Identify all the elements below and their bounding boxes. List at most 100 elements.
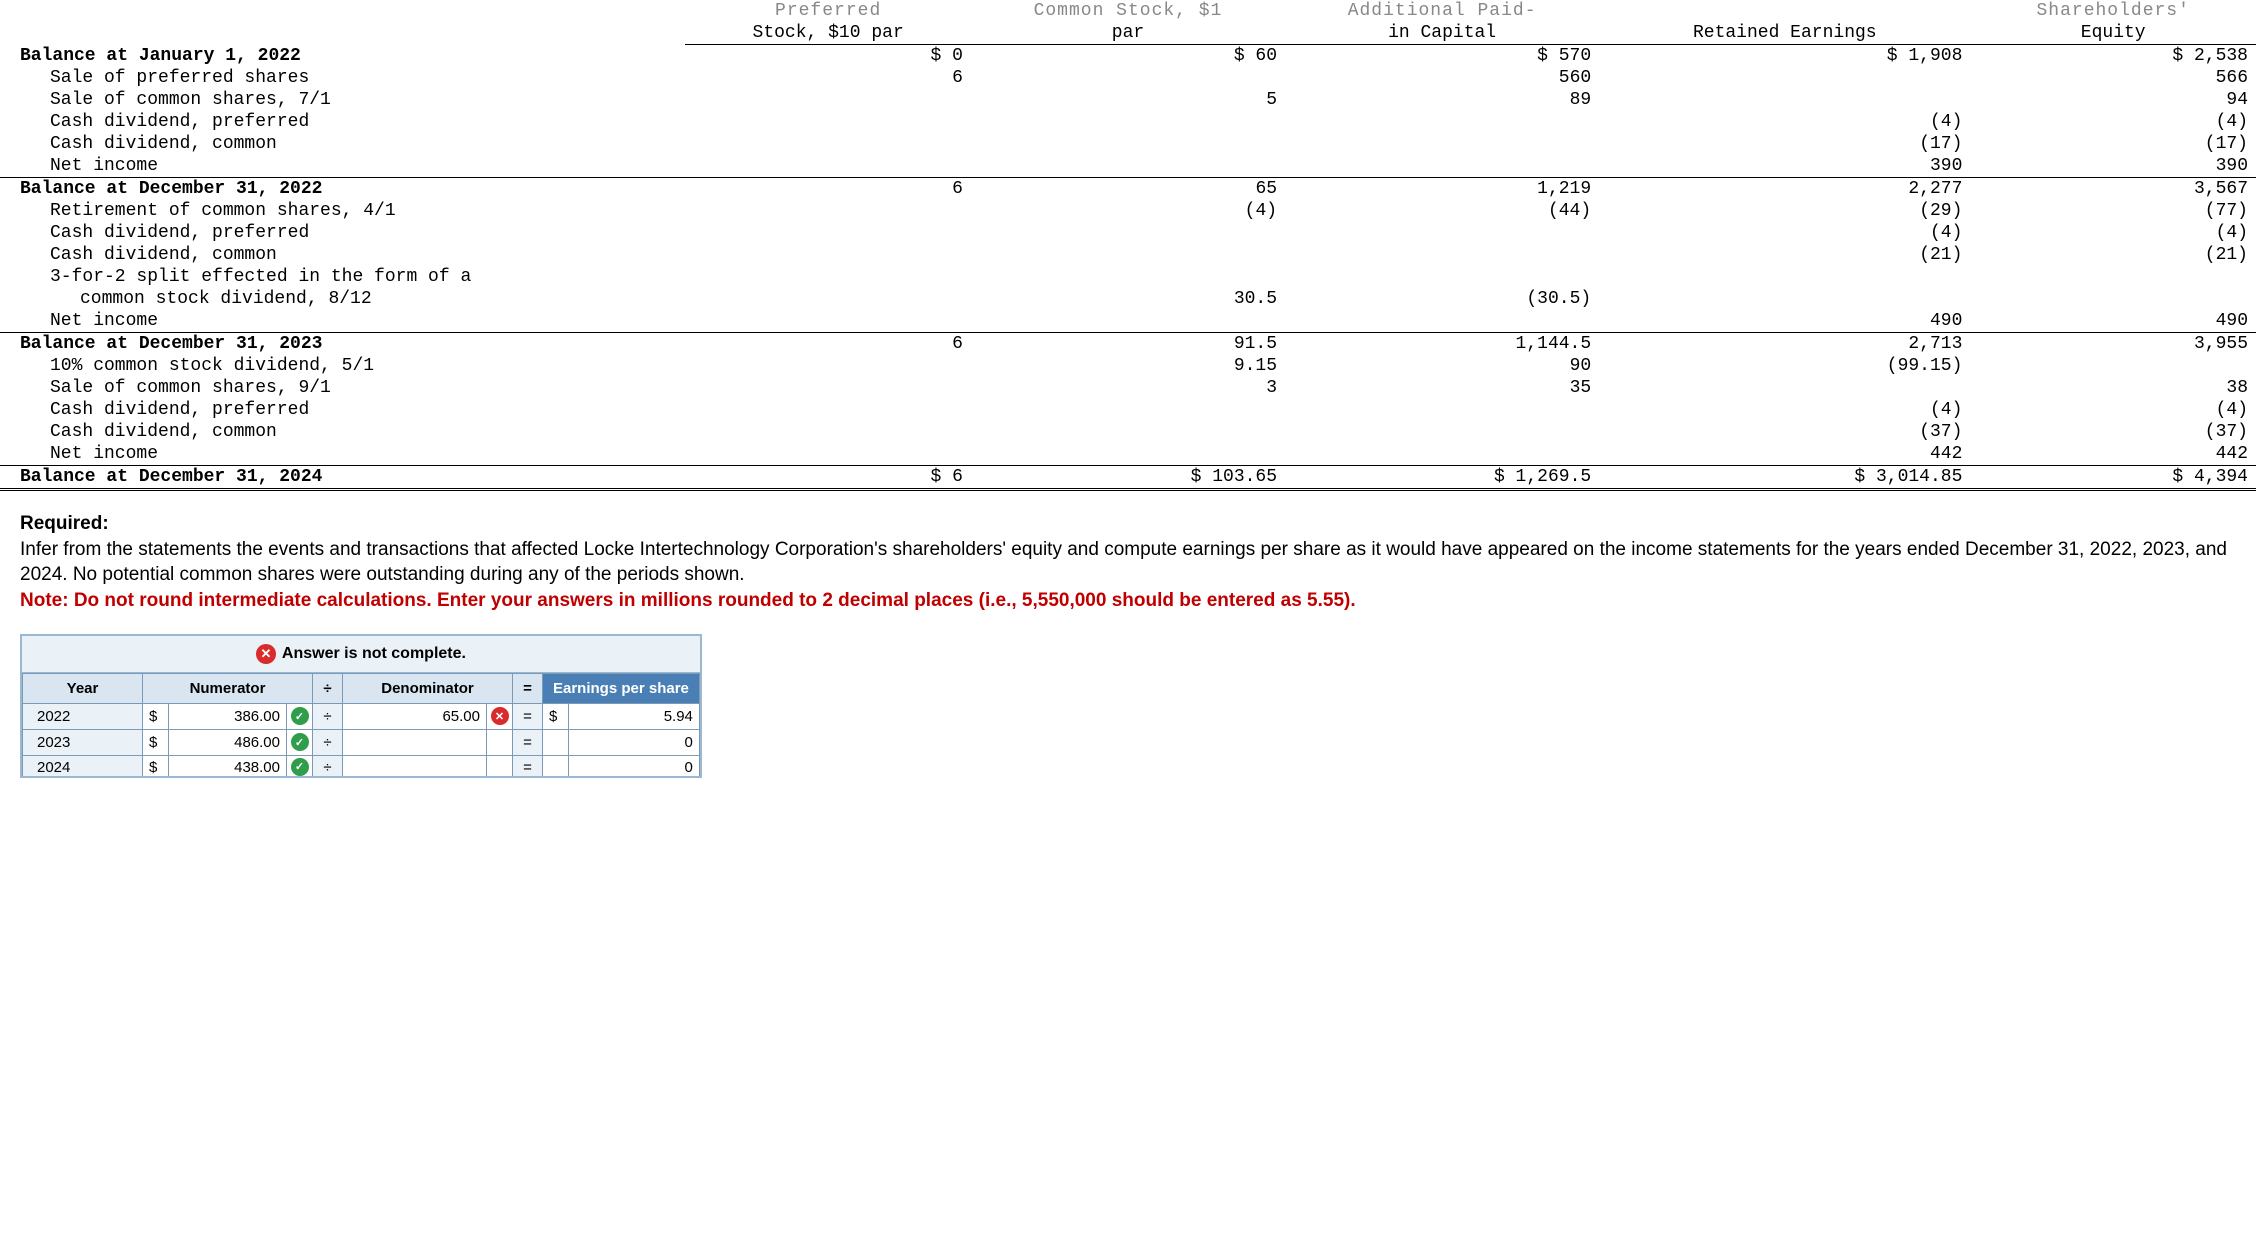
divide-op: ÷	[313, 729, 343, 755]
num-status: ✓	[287, 729, 313, 755]
cell-common: 65	[971, 178, 1285, 201]
cell-re	[1599, 266, 1970, 288]
cell-equity: (21)	[1970, 244, 2256, 266]
cutoff-3: Additional Paid-	[1285, 0, 1599, 22]
year-cell: 2022	[23, 703, 143, 729]
cell-apic	[1285, 421, 1599, 443]
x-icon: ✕	[491, 707, 509, 725]
col-common-par: par	[971, 22, 1285, 45]
cell-preferred	[685, 355, 971, 377]
cell-apic: 1,219	[1285, 178, 1599, 201]
cell-re: (99.15)	[1599, 355, 1970, 377]
row-desc: Balance at January 1, 2022	[0, 45, 685, 68]
cell-preferred	[685, 155, 971, 178]
cell-re: 2,713	[1599, 333, 1970, 356]
cell-common: 91.5	[971, 333, 1285, 356]
row-desc: Cash dividend, common	[0, 244, 685, 266]
cell-common	[971, 310, 1285, 333]
eps-table: Year Numerator ÷ Denominator = Earnings …	[22, 673, 700, 776]
num-status: ✓	[287, 755, 313, 776]
row-desc: Sale of preferred shares	[0, 67, 685, 89]
equity-row: Cash dividend, preferred(4)(4)	[0, 111, 2256, 133]
equity-row: Balance at December 31, 20226651,2192,27…	[0, 178, 2256, 201]
row-desc: 10% common stock dividend, 5/1	[0, 355, 685, 377]
cell-common	[971, 244, 1285, 266]
required-section: Required: Infer from the statements the …	[0, 491, 2256, 624]
equity-row: Balance at December 31, 2024$ 6$ 103.65$…	[0, 466, 2256, 490]
th-div: ÷	[313, 673, 343, 703]
cell-common	[971, 443, 1285, 466]
num-status: ✓	[287, 703, 313, 729]
denominator-input[interactable]	[343, 729, 487, 755]
cell-re: $ 3,014.85	[1599, 466, 1970, 490]
row-desc: Net income	[0, 310, 685, 333]
check-icon: ✓	[291, 758, 309, 776]
cell-equity: 490	[1970, 310, 2256, 333]
check-icon: ✓	[291, 707, 309, 725]
denominator-input[interactable]: 65.00	[343, 703, 487, 729]
cell-equity: (17)	[1970, 133, 2256, 155]
eps-dollar: $	[543, 703, 569, 729]
cell-equity	[1970, 266, 2256, 288]
equity-row: Cash dividend, common(17)(17)	[0, 133, 2256, 155]
cell-re: (37)	[1599, 421, 1970, 443]
row-desc: Net income	[0, 155, 685, 178]
denom-status	[487, 729, 513, 755]
cell-preferred	[685, 111, 971, 133]
cell-preferred	[685, 443, 971, 466]
equity-row: Cash dividend, preferred(4)(4)	[0, 399, 2256, 421]
cell-equity: 38	[1970, 377, 2256, 399]
cell-apic: (44)	[1285, 200, 1599, 222]
cell-equity: (37)	[1970, 421, 2256, 443]
eps-row: 2024$438.00✓÷=0	[23, 755, 700, 776]
x-icon: ✕	[256, 644, 276, 664]
cell-equity: 94	[1970, 89, 2256, 111]
cell-re: 490	[1599, 310, 1970, 333]
cell-preferred: 6	[685, 333, 971, 356]
divide-op: ÷	[313, 755, 343, 776]
equity-row: Sale of common shares, 7/158994	[0, 89, 2256, 111]
incomplete-banner: ✕ Answer is not complete.	[22, 636, 700, 673]
cell-apic: 560	[1285, 67, 1599, 89]
cell-equity: 442	[1970, 443, 2256, 466]
row-desc: Cash dividend, preferred	[0, 111, 685, 133]
cell-re	[1599, 288, 1970, 310]
cell-re: (29)	[1599, 200, 1970, 222]
denom-status: ✕	[487, 703, 513, 729]
row-desc: common stock dividend, 8/12	[0, 288, 685, 310]
answer-box: ✕ Answer is not complete. Year Numerator…	[20, 634, 702, 778]
row-desc: Cash dividend, common	[0, 133, 685, 155]
cell-common	[971, 266, 1285, 288]
cell-preferred: 6	[685, 67, 971, 89]
equity-row: Balance at January 1, 2022$ 0$ 60$ 570$ …	[0, 45, 2256, 68]
th-numerator: Numerator	[143, 673, 313, 703]
cell-common	[971, 399, 1285, 421]
denominator-input[interactable]	[343, 755, 487, 776]
cell-common	[971, 67, 1285, 89]
denom-status	[487, 755, 513, 776]
numerator-input[interactable]: 486.00	[169, 729, 287, 755]
equity-row: Net income 490490	[0, 310, 2256, 333]
eps-row: 2022$386.00✓÷65.00✕=$5.94	[23, 703, 700, 729]
eps-value: 0	[569, 729, 700, 755]
cell-equity: $ 2,538	[1970, 45, 2256, 68]
row-desc: Retirement of common shares, 4/1	[0, 200, 685, 222]
th-year: Year	[23, 673, 143, 703]
cell-preferred: $ 6	[685, 466, 971, 490]
cutoff-1: Preferred	[685, 0, 971, 22]
num-dollar: $	[143, 729, 169, 755]
cell-common	[971, 155, 1285, 178]
cell-re: (4)	[1599, 111, 1970, 133]
cell-re: $ 1,908	[1599, 45, 1970, 68]
cell-common	[971, 111, 1285, 133]
cell-common	[971, 222, 1285, 244]
equity-row: Balance at December 31, 2023691.51,144.5…	[0, 333, 2256, 356]
eps-value: 5.94	[569, 703, 700, 729]
cell-re	[1599, 89, 1970, 111]
th-eps: Earnings per share	[543, 673, 700, 703]
equity-row: Sale of common shares, 9/133538	[0, 377, 2256, 399]
numerator-input[interactable]: 438.00	[169, 755, 287, 776]
numerator-input[interactable]: 386.00	[169, 703, 287, 729]
cell-re: 2,277	[1599, 178, 1970, 201]
cell-equity: 566	[1970, 67, 2256, 89]
